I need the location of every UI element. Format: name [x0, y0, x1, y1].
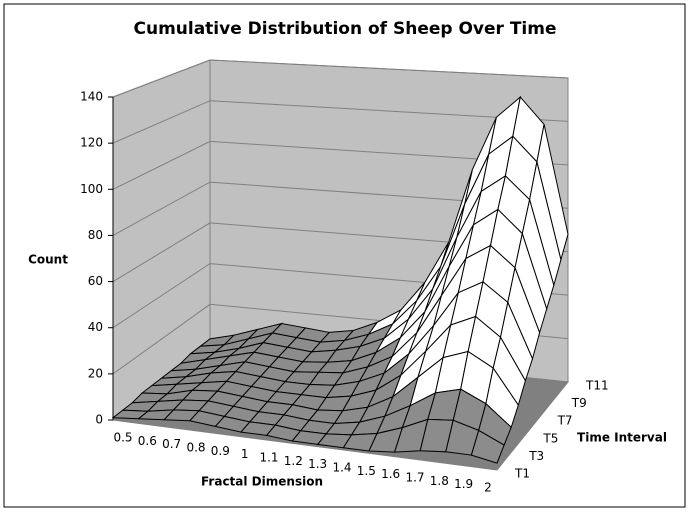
z-tick-label: T11	[585, 379, 609, 393]
z-tick-label: T1	[514, 467, 530, 481]
grid-line	[112, 100, 569, 144]
x-tick-label: 1.4	[332, 461, 351, 475]
x-tick-label: 1.7	[405, 471, 424, 485]
z-tick-label: T7	[557, 414, 573, 428]
x-tick-label: 1.9	[454, 477, 473, 491]
x-tick-label: 1	[241, 447, 249, 461]
x-tick-label: 2	[484, 481, 492, 495]
x-tick-label: 1.6	[381, 467, 400, 481]
y-axis-title: Count	[28, 253, 68, 267]
grid-line	[112, 140, 569, 190]
chart-title: Cumulative Distribution of Sheep Over Ti…	[133, 19, 556, 39]
x-tick-label: 1.2	[284, 454, 303, 468]
surface-patch	[470, 429, 505, 464]
y-tick-label: 40	[88, 320, 103, 334]
x-tick-label: 1.5	[357, 464, 376, 478]
grid-line	[112, 59, 569, 98]
y-tick-label: 140	[80, 90, 103, 104]
x-axis-title: Fractal Dimension	[201, 475, 323, 489]
x-tick-label: 0.7	[162, 437, 181, 451]
y-tick-label: 20	[88, 366, 103, 380]
y-tick-label: 80	[88, 228, 103, 242]
y-tick-label: 0	[95, 413, 103, 427]
y-tick-label: 120	[80, 136, 103, 150]
z-tick-label: T3	[528, 449, 544, 463]
grid-line	[112, 181, 569, 236]
x-tick-label: 1.1	[259, 451, 278, 465]
z-tick-label: T9	[571, 396, 587, 410]
z-axis-title: Time Interval	[577, 431, 667, 445]
x-tick-label: 0.5	[113, 431, 132, 445]
x-tick-label: 0.9	[211, 444, 230, 458]
x-tick-label: 1.3	[308, 457, 327, 471]
y-tick-label: 100	[80, 182, 103, 196]
z-tick-label: T5	[542, 431, 558, 445]
x-tick-label: 0.8	[186, 441, 205, 455]
y-tick-label: 60	[88, 274, 103, 288]
x-tick-label: 1.8	[430, 474, 449, 488]
x-tick-label: 0.6	[138, 434, 157, 448]
